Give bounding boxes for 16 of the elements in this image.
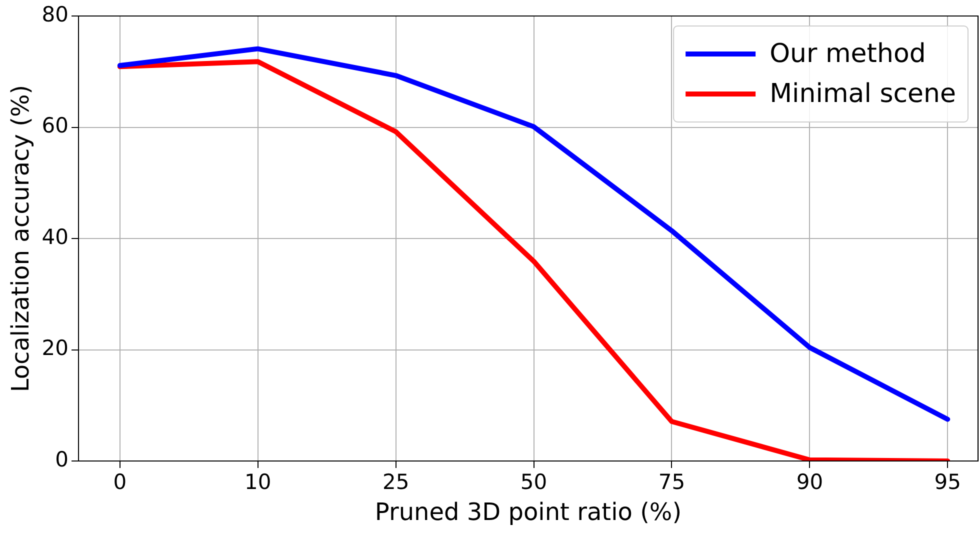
y-tick-label: 60	[42, 114, 69, 138]
x-tick-label: 75	[658, 470, 686, 494]
legend-label: Minimal scene	[770, 78, 956, 109]
y-axis-title: Localization accuracy (%)	[6, 84, 35, 392]
x-tick-label: 10	[244, 470, 272, 494]
y-tick-label: 80	[42, 2, 69, 26]
x-tick-label: 25	[382, 470, 410, 494]
x-tick-label: 95	[934, 470, 962, 494]
y-tick-label: 40	[42, 224, 69, 249]
x-tick-label: 90	[796, 470, 824, 494]
y-tick-label: 20	[42, 336, 69, 360]
legend-label: Our method	[770, 38, 926, 69]
y-tick-label: 0	[55, 447, 69, 472]
x-tick-label: 50	[520, 470, 548, 494]
x-tick-label: 0	[113, 470, 127, 494]
x-axis-title: Pruned 3D point ratio (%)	[374, 498, 682, 526]
